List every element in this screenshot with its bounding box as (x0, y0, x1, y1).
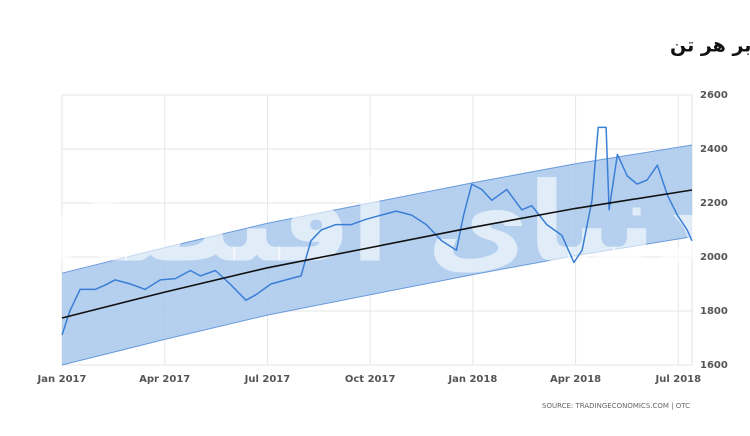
y-tick-label: 1600 (700, 360, 728, 371)
chart-title: نوسان بهای آلومینیوم در بازارهای جهانی د… (670, 33, 750, 57)
band-edge (61, 144, 693, 274)
x-tick-label: Jul 2018 (655, 374, 702, 385)
y-tick-label: 2000 (700, 252, 728, 263)
x-tick-label: Jan 2017 (37, 374, 87, 385)
y-tick-label: 2200 (700, 198, 728, 209)
price-line (61, 126, 693, 336)
band-edge (61, 236, 693, 366)
x-tick-label: Jul 2017 (244, 374, 291, 385)
watermark: دنیای اقتصاد (28, 158, 712, 286)
band-area (62, 145, 692, 365)
y-tick-label: 1800 (700, 306, 728, 317)
trend-line (61, 189, 693, 319)
y-tick-label: 2600 (700, 90, 728, 101)
x-tick-label: Apr 2018 (550, 374, 601, 385)
source: SOURCE: TRADINGECONOMICS.COM | OTC (542, 402, 690, 410)
x-tick-label: Apr 2017 (139, 374, 190, 385)
x-tick-label: Jan 2018 (447, 374, 497, 385)
x-tick-label: Oct 2017 (345, 374, 396, 385)
y-tick-label: 2400 (700, 144, 728, 155)
